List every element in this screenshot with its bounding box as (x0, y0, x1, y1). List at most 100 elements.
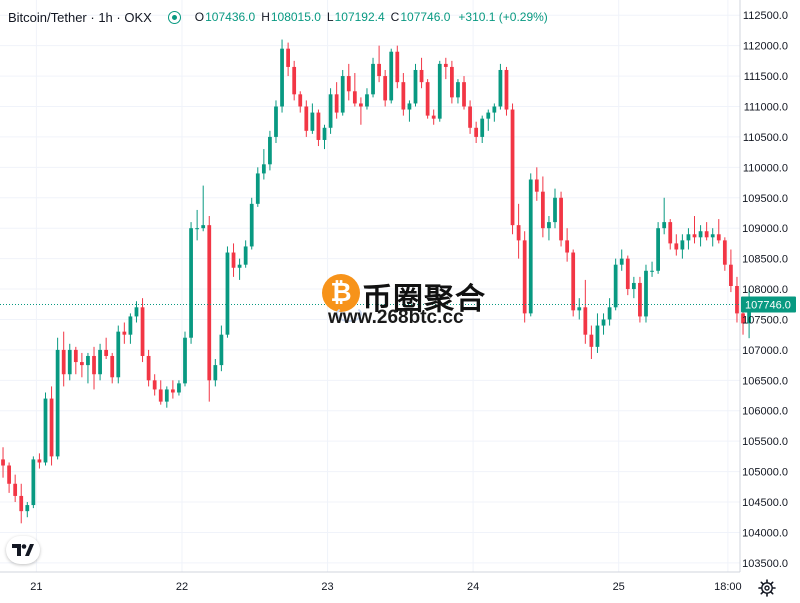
candle-body (268, 136, 272, 165)
candle-body (128, 316, 133, 335)
candle-body (474, 127, 479, 137)
candle-body (249, 203, 254, 247)
candle-body (183, 337, 187, 384)
candle-body (619, 258, 624, 265)
candle-body (522, 240, 527, 314)
candle-body (13, 483, 18, 496)
candle-body (201, 225, 206, 229)
candle-body (456, 82, 460, 98)
candle-body (346, 76, 351, 92)
candle-body (431, 115, 436, 119)
tradingview-logo-icon[interactable] (6, 536, 40, 564)
candle-body (716, 234, 721, 241)
last-price-label: 107746.0 (745, 299, 791, 311)
candle-body (674, 243, 679, 250)
price-tick-label: 108000.0 (742, 284, 788, 296)
time-tick-label: 21 (30, 581, 42, 593)
grid-lines (0, 0, 740, 572)
candle-body (650, 270, 654, 272)
candle-body (395, 51, 400, 83)
candle-body (547, 222, 551, 229)
candle-body (413, 69, 418, 104)
candle-body (407, 103, 412, 110)
candle-body (98, 349, 102, 375)
candle-body (468, 106, 472, 128)
chart-legend: Bitcoin/Tether · 1h · OKX O107436.0 H108… (8, 8, 548, 26)
candle-body (601, 319, 606, 326)
time-tick-label: 22 (176, 581, 188, 593)
price-tick-label: 110500.0 (743, 132, 788, 144)
candle-body (158, 389, 163, 402)
candle-body (207, 225, 212, 381)
candle-body (710, 234, 715, 238)
candle-body (43, 398, 48, 463)
candle-body (528, 179, 533, 314)
time-tick-label: 23 (321, 581, 333, 593)
ohlc-values: O107436.0 H108015.0 L107192.4 C107746.0 … (195, 10, 548, 24)
candle-body (110, 355, 115, 378)
gear-icon[interactable] (757, 578, 777, 598)
candle-body (1, 459, 5, 466)
price-tick-label: 112000.0 (743, 41, 788, 53)
candle-body (686, 234, 691, 241)
candle-body (486, 112, 491, 119)
candle-body (231, 252, 236, 268)
candle-body (480, 118, 485, 137)
candle-body (86, 355, 90, 366)
candle-body (577, 307, 582, 311)
candle-body (540, 191, 545, 229)
candle-body (189, 228, 193, 338)
watermark-text: 币圈聚合 (362, 282, 486, 317)
candle-body (510, 109, 515, 226)
candle-body (450, 66, 454, 98)
market-open-dot-icon[interactable] (167, 10, 181, 24)
candle-body (140, 307, 145, 356)
price-tick-label: 106000.0 (742, 406, 788, 418)
candle-body (425, 82, 430, 116)
ohlc-low: L107192.4 (326, 10, 385, 24)
candle-body (164, 389, 169, 402)
candle-body (559, 197, 563, 241)
candle-body (583, 307, 588, 335)
candle-body (504, 69, 509, 110)
candle-body (19, 495, 24, 512)
candle-body (7, 465, 11, 484)
candle-body (722, 240, 727, 265)
ohlc-open: O107436.0 (194, 10, 256, 24)
candle-body (443, 63, 448, 67)
candle-body (243, 246, 248, 265)
candle-body (25, 505, 30, 512)
candle-body (280, 48, 284, 107)
tradingview-logo-mark (12, 544, 34, 556)
ohlc-high: H108015.0 (261, 10, 321, 24)
candle-body (67, 349, 72, 375)
last-price-badge (741, 296, 796, 313)
price-tick-label: 106500.0 (742, 375, 788, 387)
price-tick-label: 105500.0 (742, 436, 788, 448)
price-tick-label: 103500.0 (742, 558, 788, 570)
candle-body (170, 389, 175, 393)
candle-body (298, 94, 303, 107)
price-axis[interactable]: 112500.0 112000.0 111500.0 111000.0 110500.0… (742, 10, 788, 570)
candle-body (371, 63, 375, 95)
candle-body (498, 69, 503, 107)
candle-body (80, 362, 84, 366)
candle-body (462, 82, 466, 107)
price-tick-label: 104500.0 (742, 497, 788, 509)
candle-body (747, 304, 751, 324)
candle-body (352, 91, 357, 104)
candle-body (134, 307, 139, 317)
candle-body (668, 222, 673, 244)
candle-body (729, 264, 733, 286)
watermark-url: www.268btc.cc (328, 307, 464, 328)
symbol-title[interactable]: Bitcoin/Tether · 1h · OKX (8, 9, 152, 25)
candle-body (680, 240, 685, 250)
candle-body (274, 106, 278, 137)
candle-body (692, 234, 697, 238)
time-axis[interactable]: 21 22 23 24 25 18:00 (30, 581, 741, 593)
candle-body (92, 355, 96, 375)
candle-body (316, 112, 321, 140)
candle-body (656, 228, 660, 271)
price-tick-label: 112500.0 (743, 10, 788, 22)
